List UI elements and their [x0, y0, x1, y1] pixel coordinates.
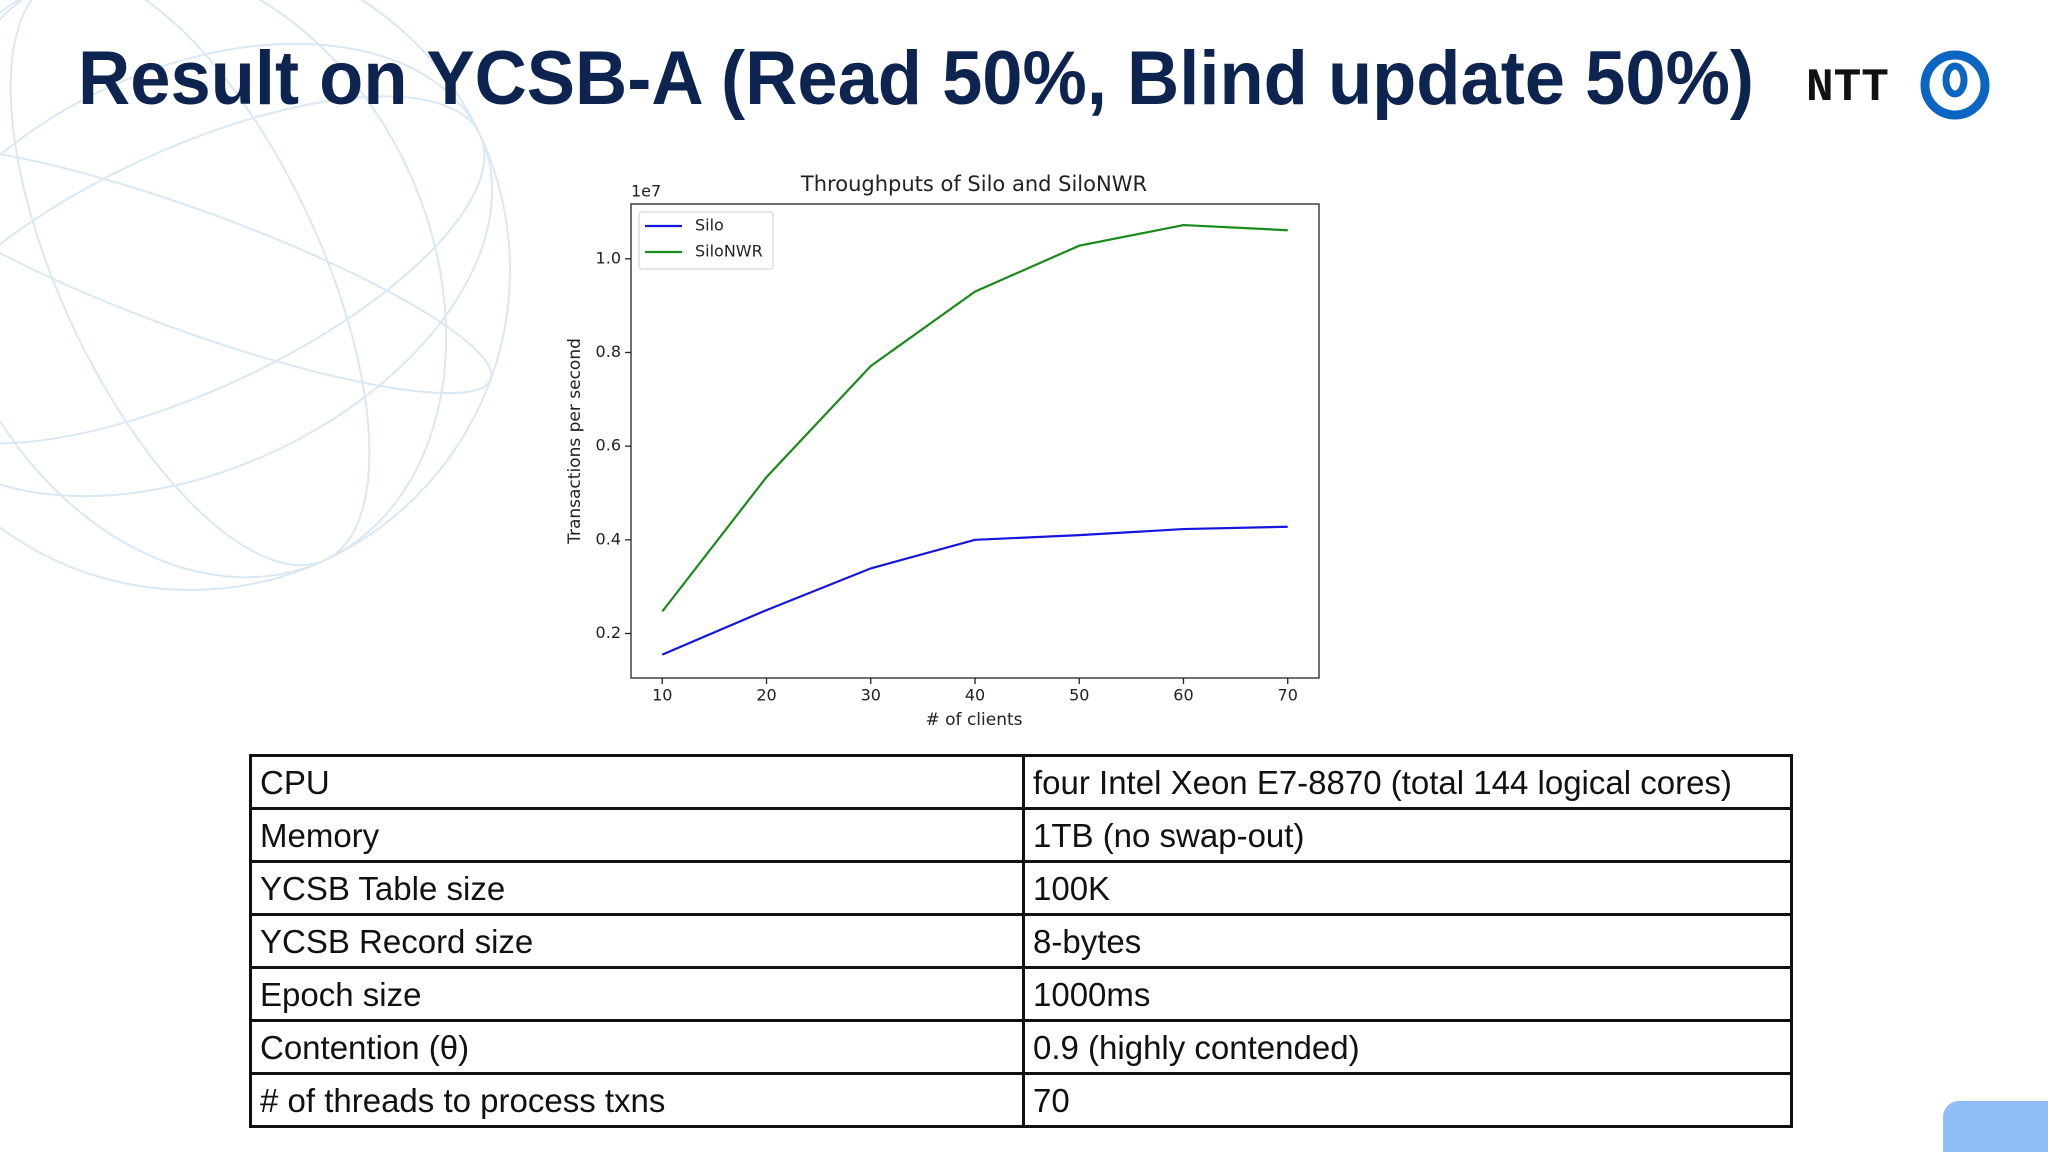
table-row: YCSB Table size 100K	[249, 860, 1793, 916]
series-line	[661, 223, 1288, 613]
spec-table: CPU four Intel Xeon E7-8870 (total 144 lo…	[249, 754, 1793, 1128]
table-cell: 100K	[1022, 860, 1793, 916]
logo-mark	[1920, 50, 1990, 120]
x-tick-label: 30	[861, 686, 881, 705]
x-tick-label: 10	[652, 686, 672, 705]
logo-mark	[1942, 62, 1968, 98]
y-offset-label: 1e7	[631, 182, 661, 201]
table-cell: # of threads to process txns	[249, 1072, 1025, 1128]
y-tick-label: 1.0	[596, 248, 621, 267]
x-tick-label: 70	[1278, 686, 1298, 705]
table-cell: 8-bytes	[1022, 913, 1793, 969]
corner-shape	[1943, 1101, 2048, 1152]
legend-label: Silo	[695, 216, 724, 235]
table-row: Memory 1TB (no swap-out)	[249, 807, 1793, 863]
table-cell: Epoch size	[249, 966, 1025, 1022]
table-row: Epoch size 1000ms	[249, 966, 1793, 1022]
table-row: # of threads to process txns 70	[249, 1072, 1793, 1128]
table-cell: YCSB Table size	[249, 860, 1025, 916]
y-tick-label: 0.6	[596, 436, 621, 455]
slide-title: Result on YCSB-A (Read 50%, Blind update…	[78, 36, 1754, 121]
plot-frame	[630, 203, 1320, 679]
x-tick-label: 20	[756, 686, 776, 705]
x-tick-label: 60	[1173, 686, 1193, 705]
logo-text: NTT	[1806, 62, 1889, 114]
y-tick-label: 0.8	[596, 342, 621, 361]
x-tick-label: 40	[965, 686, 985, 705]
x-tick-label: 50	[1069, 686, 1089, 705]
y-tick-label: 0.4	[596, 529, 621, 548]
table-row: YCSB Record size 8-bytes	[249, 913, 1793, 969]
table-cell: four Intel Xeon E7-8870 (total 144 logic…	[1022, 754, 1793, 810]
table-cell: Contention (θ)	[249, 1019, 1025, 1075]
table-row: CPU four Intel Xeon E7-8870 (total 144 lo…	[249, 754, 1793, 810]
chart-title: Throughputs of Silo and SiloNWR	[800, 172, 1147, 196]
y-axis-label: Transactions per second	[565, 338, 585, 545]
series-line	[661, 525, 1288, 656]
table-cell: 0.9 (highly contended)	[1022, 1019, 1793, 1075]
table-row: Contention (θ) 0.9 (highly contended)	[249, 1019, 1793, 1075]
table-cell: 70	[1022, 1072, 1793, 1128]
x-axis-label: # of clients	[926, 710, 1023, 730]
chart: Throughputs of Silo and SiloNWR # of cli…	[565, 172, 1320, 730]
table-cell: CPU	[249, 754, 1025, 810]
table-cell: YCSB Record size	[249, 913, 1025, 969]
table-cell: Memory	[249, 807, 1025, 863]
y-tick-label: 0.2	[596, 623, 621, 642]
legend-label: SiloNWR	[695, 242, 763, 261]
table-cell: 1000ms	[1022, 966, 1793, 1022]
table-cell: 1TB (no swap-out)	[1022, 807, 1793, 863]
